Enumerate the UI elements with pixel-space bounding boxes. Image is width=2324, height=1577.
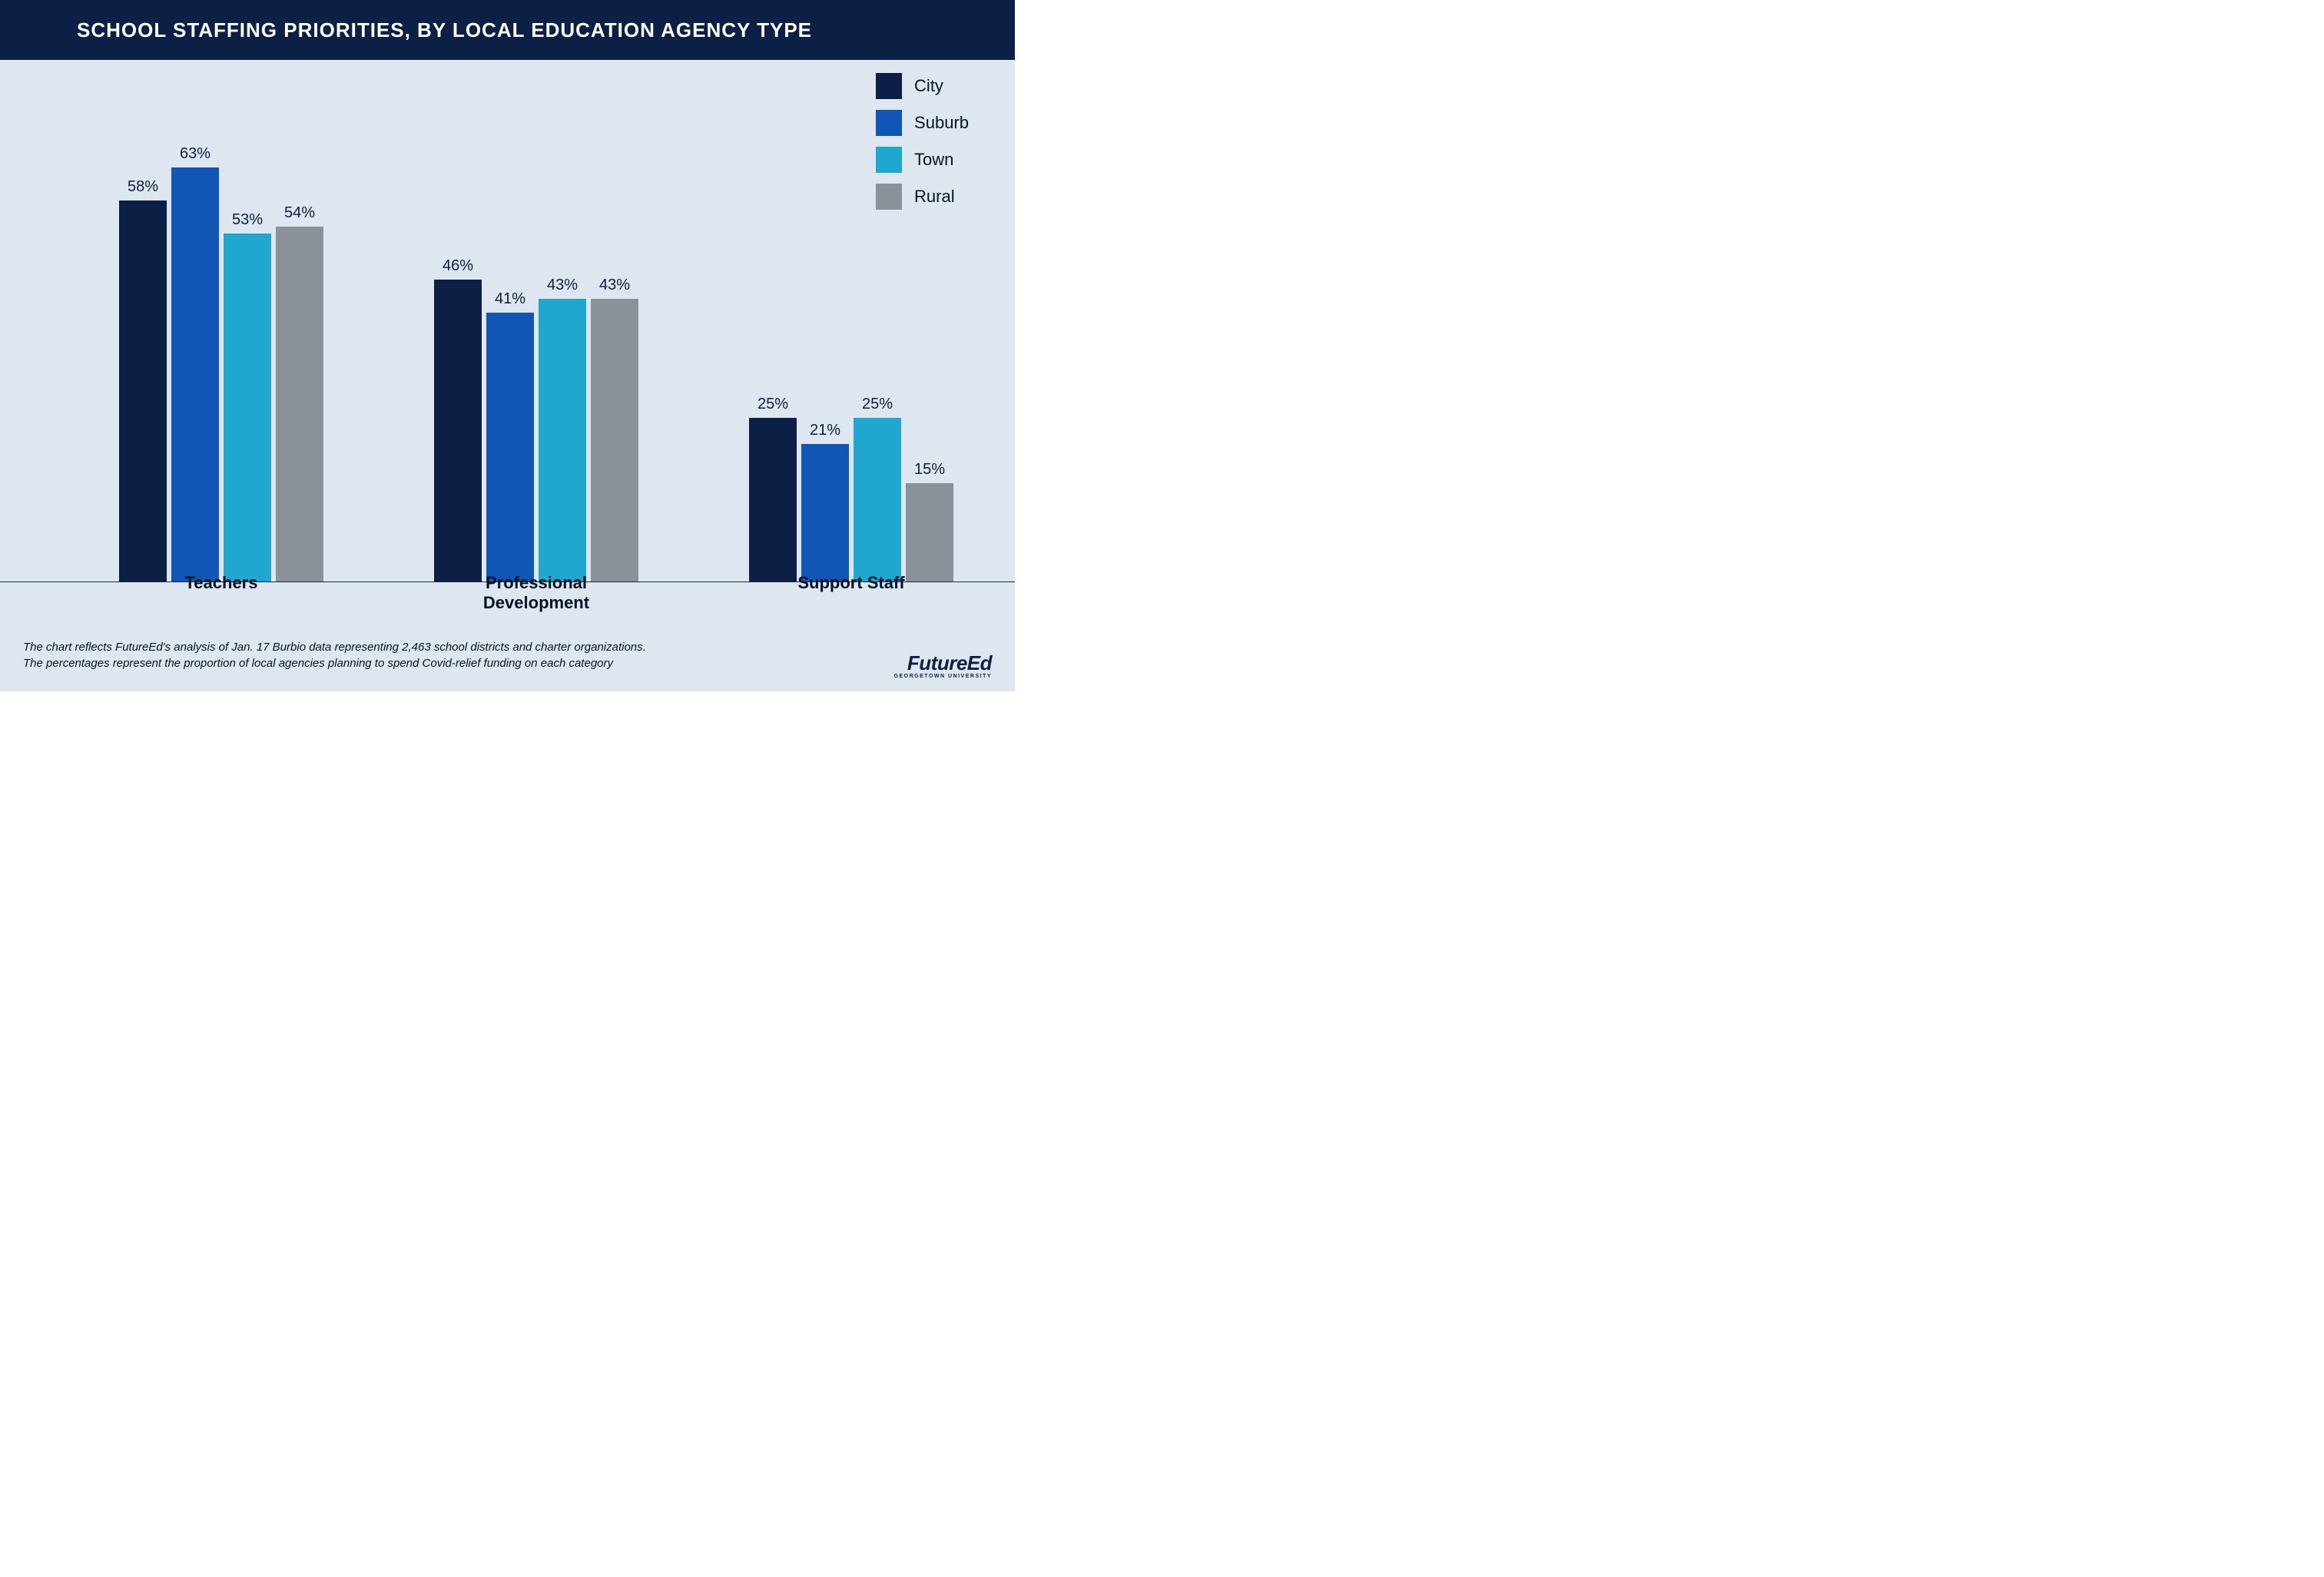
bar-value-label: 25% [862,396,893,413]
bar-value-label: 21% [810,422,840,439]
bar [854,418,901,582]
bar-groups: 58% 63% 53% 54% 46% 41% 43% 43% 25% 21% 25% 15% [119,60,953,582]
legend-item: Suburb [876,110,969,136]
x-axis-label: Support Staff [749,573,953,613]
bar [224,234,271,582]
footer: The chart reflects FutureEd's analysis o… [0,628,1015,691]
legend-label: Town [914,150,953,170]
bar-group: 46% 41% 43% 43% [434,257,638,582]
bar-value-label: 54% [284,204,315,222]
bar-wrap: 25% [749,396,797,582]
brand-sub: GEORGETOWN UNIVERSITY [894,674,992,679]
bar-wrap: 15% [906,461,953,582]
bar [434,280,482,582]
legend: City Suburb Town Rural [876,73,969,210]
bar-wrap: 43% [539,277,586,582]
bar-wrap: 53% [224,211,271,582]
bar-group: 58% 63% 53% 54% [119,145,323,582]
chart-title: SCHOOL STAFFING PRIORITIES, BY LOCAL EDU… [77,18,812,42]
bar-value-label: 43% [599,277,630,294]
footnote-line-2: The percentages represent the proportion… [23,655,646,671]
bar-wrap: 46% [434,257,482,582]
legend-swatch [876,184,902,210]
bar-wrap: 63% [171,145,219,582]
bar-value-label: 25% [758,396,788,413]
bar [276,227,323,582]
bar-wrap: 58% [119,178,167,582]
legend-label: City [914,76,943,96]
bar [486,313,534,582]
footnote-line-1: The chart reflects FutureEd's analysis o… [23,639,646,655]
bar [801,444,849,582]
bar-value-label: 53% [232,211,263,229]
brand-main: FutureEd [894,651,992,675]
brand-logo: FutureEd GEORGETOWN UNIVERSITY [894,651,992,679]
bar-group: 25% 21% 25% 15% [749,396,953,582]
bar-value-label: 63% [180,145,211,163]
bar-value-label: 15% [914,461,945,479]
legend-item: City [876,73,969,99]
footnote: The chart reflects FutureEd's analysis o… [23,639,646,671]
bar [591,299,638,582]
legend-swatch [876,147,902,173]
plot-area: 58% 63% 53% 54% 46% 41% 43% 43% 25% 21% 25% 15% Tea… [0,60,1015,628]
bar [119,200,167,582]
legend-label: Suburb [914,113,969,133]
x-axis-label: Professional Development [434,573,638,613]
legend-swatch [876,110,902,136]
bar-wrap: 25% [854,396,901,582]
bar-value-label: 41% [495,290,525,308]
bar-value-label: 46% [443,257,473,275]
legend-label: Rural [914,187,955,207]
title-bar: SCHOOL STAFFING PRIORITIES, BY LOCAL EDU… [0,0,1015,60]
chart-container: SCHOOL STAFFING PRIORITIES, BY LOCAL EDU… [0,0,1015,691]
x-axis-labels: Teachers Professional Development Support … [119,573,953,613]
legend-swatch [876,73,902,99]
bar [749,418,797,582]
x-axis-label: Teachers [119,573,323,613]
bar [171,167,219,582]
legend-item: Town [876,147,969,173]
bar [906,483,953,582]
legend-item: Rural [876,184,969,210]
bar-value-label: 43% [547,277,578,294]
bar [539,299,586,582]
bar-wrap: 21% [801,422,849,582]
bar-value-label: 58% [128,178,158,196]
bar-wrap: 43% [591,277,638,582]
bar-wrap: 54% [276,204,323,582]
bar-wrap: 41% [486,290,534,582]
